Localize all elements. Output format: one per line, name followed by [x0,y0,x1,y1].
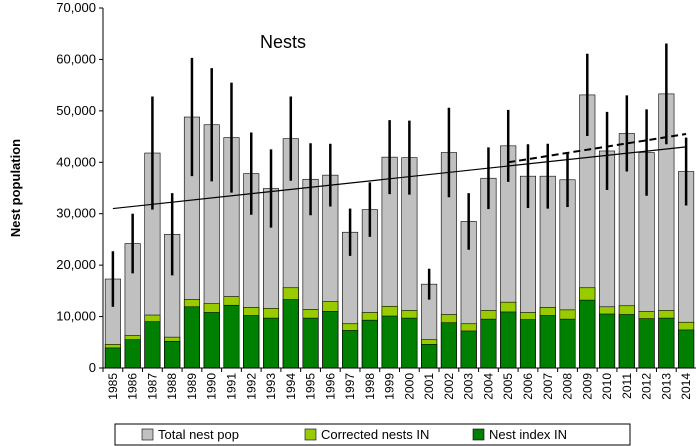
x-tick-label: 1986 [126,373,140,400]
x-tick-label: 1995 [304,373,318,400]
y-tick-label: 50,000 [56,103,96,118]
chart-title: Nests [260,32,306,52]
x-tick-label: 1998 [363,373,377,400]
x-tick-label: 2007 [541,373,555,400]
x-tick-label: 1996 [323,373,337,400]
x-tick-label: 1985 [106,373,120,400]
x-tick-label: 2013 [659,373,673,400]
x-tick-label: 2008 [561,373,575,400]
trend-line [508,133,687,164]
y-tick-label: 0 [89,360,96,375]
bar [164,340,181,369]
bar [401,317,418,369]
bar [282,299,299,369]
bar [183,306,200,369]
y-tick-label: 40,000 [56,154,96,169]
x-tick-label: 1990 [205,373,219,400]
bar [678,329,695,369]
x-tick-label: 2012 [640,373,654,400]
legend-swatch [472,428,485,441]
trend-line [112,146,687,210]
bar [124,339,141,369]
bar [203,312,220,369]
bar [638,318,655,369]
bar [480,318,497,369]
x-tick-label: 2004 [481,373,495,400]
bar [658,317,675,369]
bar [104,347,121,369]
y-tick-label: 30,000 [56,206,96,221]
x-tick-label: 1993 [264,373,278,400]
bar [500,311,517,369]
x-tick-label: 1988 [165,373,179,400]
y-tick-label: 20,000 [56,257,96,272]
bar [342,330,359,369]
x-tick-label: 2009 [580,373,594,400]
legend-label: Total nest pop [158,427,239,442]
y-tick-label: 70,000 [56,0,96,15]
x-tick-label: 2011 [620,373,634,399]
bar [440,322,457,369]
x-tick-label: 2002 [442,373,456,400]
bar [519,319,536,369]
y-tick-label: 60,000 [56,51,96,66]
y-axis-label: Nest population [8,139,23,237]
bar [579,299,596,369]
x-tick-label: 1991 [224,373,238,400]
x-tick-label: 1997 [343,373,357,400]
bar [421,344,438,369]
x-tick-label: 2000 [402,373,416,400]
x-tick-label: 2010 [600,373,614,400]
bar [322,311,339,369]
x-tick-label: 1992 [244,373,258,400]
bar [381,315,398,369]
bar [144,321,161,369]
bar [361,319,378,369]
x-tick-label: 2006 [521,373,535,400]
bar [559,318,576,369]
x-tick-label: 2003 [462,373,476,400]
x-tick-label: 2005 [501,373,515,400]
legend-swatch [141,428,154,441]
y-tick-label: 10,000 [56,309,96,324]
x-tick-label: 2001 [422,373,436,400]
bar [599,313,616,369]
x-tick-label: 1994 [284,373,298,400]
bar [460,330,477,369]
x-tick-label: 1989 [185,373,199,400]
legend-label: Corrected nests IN [321,427,429,442]
bar [539,315,556,369]
legend-box [114,423,631,446]
bar [263,317,280,369]
legend-label: Nest index IN [489,427,567,442]
bar [223,304,240,369]
bar [618,314,635,369]
x-tick-label: 1987 [145,373,159,400]
bar [243,315,260,369]
x-tick-label: 2014 [679,373,693,400]
x-tick-label: 1999 [383,373,397,400]
legend-swatch [304,428,317,441]
bar [302,317,319,369]
